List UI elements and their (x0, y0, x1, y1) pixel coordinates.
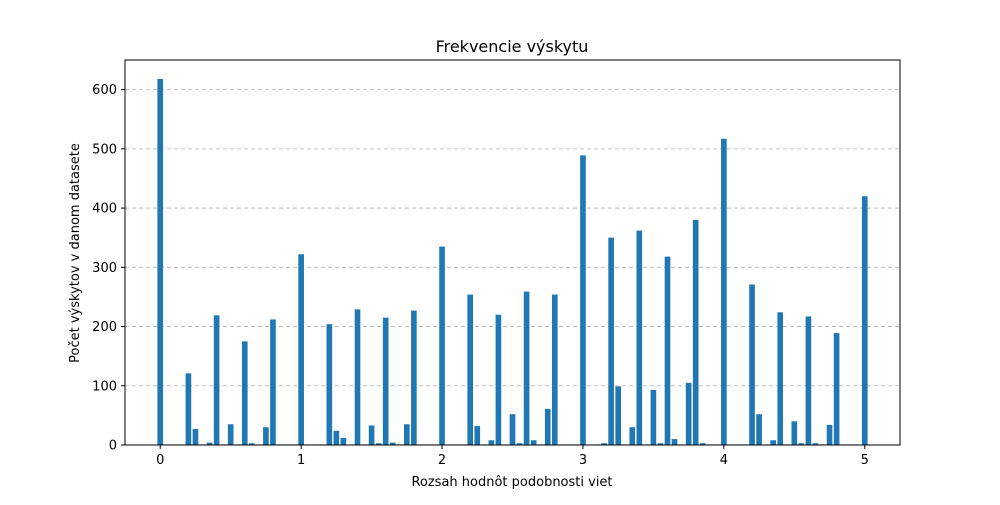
bar (192, 429, 199, 445)
bar (509, 414, 516, 445)
y-tick-label: 600 (92, 83, 117, 98)
bar (615, 386, 621, 445)
bar (650, 389, 657, 445)
bar (340, 437, 347, 445)
bar (206, 442, 213, 445)
bar (241, 341, 248, 445)
bar (488, 440, 495, 445)
chart-title: Frekvencie výskytu (436, 37, 589, 56)
bar (404, 424, 410, 445)
bar (805, 316, 812, 445)
bar (474, 426, 481, 445)
bar (721, 138, 727, 445)
bar (354, 309, 361, 445)
x-ticks: 0 1 2 3 4 5 (156, 445, 869, 468)
y-tick-label: 400 (92, 202, 117, 217)
bar (382, 317, 389, 445)
x-tick-label: 3 (579, 453, 587, 468)
x-tick-label: 5 (861, 453, 869, 468)
bar (861, 196, 868, 445)
bar (749, 284, 755, 445)
bar (699, 443, 706, 445)
bar (629, 427, 636, 445)
bar (270, 319, 276, 445)
bar (601, 443, 607, 445)
bar (467, 294, 474, 445)
bar (368, 425, 375, 445)
bar (812, 443, 819, 445)
bar (185, 373, 192, 445)
bar (671, 439, 678, 445)
x-tick-label: 1 (297, 453, 305, 468)
bar (439, 246, 445, 445)
bar (375, 443, 382, 445)
bar (551, 294, 558, 445)
y-tick-label: 100 (92, 379, 117, 394)
bar (833, 333, 840, 445)
x-tick-label: 2 (438, 453, 446, 468)
bar (298, 254, 304, 445)
y-tick-label: 300 (92, 261, 117, 276)
y-tick-label: 0 (109, 439, 117, 454)
bar (791, 421, 798, 445)
bar (826, 424, 833, 445)
bar (580, 155, 586, 445)
y-ticks: 0 100 200 300 400 500 600 (92, 83, 125, 454)
x-axis-label: Rozsah hodnôt podobnosti viet (411, 475, 612, 490)
bar (798, 443, 805, 445)
y-tick-label: 200 (92, 320, 117, 335)
bar (692, 219, 699, 445)
bar (636, 230, 643, 445)
bar (516, 443, 523, 445)
bar (608, 237, 614, 445)
bar (326, 324, 333, 445)
bar (263, 427, 269, 445)
bar (777, 312, 784, 445)
x-tick-label: 0 (156, 453, 164, 468)
y-tick-label: 500 (92, 142, 117, 157)
bar (157, 78, 164, 445)
bar (530, 440, 537, 445)
bar (523, 291, 530, 445)
bar (657, 443, 664, 445)
bar (411, 310, 417, 445)
bar (544, 408, 551, 445)
bar (389, 442, 396, 445)
bars (157, 78, 868, 445)
bar (770, 440, 776, 445)
bar (333, 430, 340, 445)
bar (664, 256, 671, 445)
x-tick-label: 4 (720, 453, 728, 468)
bar (213, 315, 220, 445)
plot-frame (124, 59, 901, 446)
y-axis-label: Počet výskytov v danom datasete (68, 143, 83, 363)
bar (227, 424, 234, 445)
bar (495, 314, 502, 445)
bar (756, 414, 762, 445)
bar (685, 382, 692, 445)
bar (249, 443, 255, 445)
